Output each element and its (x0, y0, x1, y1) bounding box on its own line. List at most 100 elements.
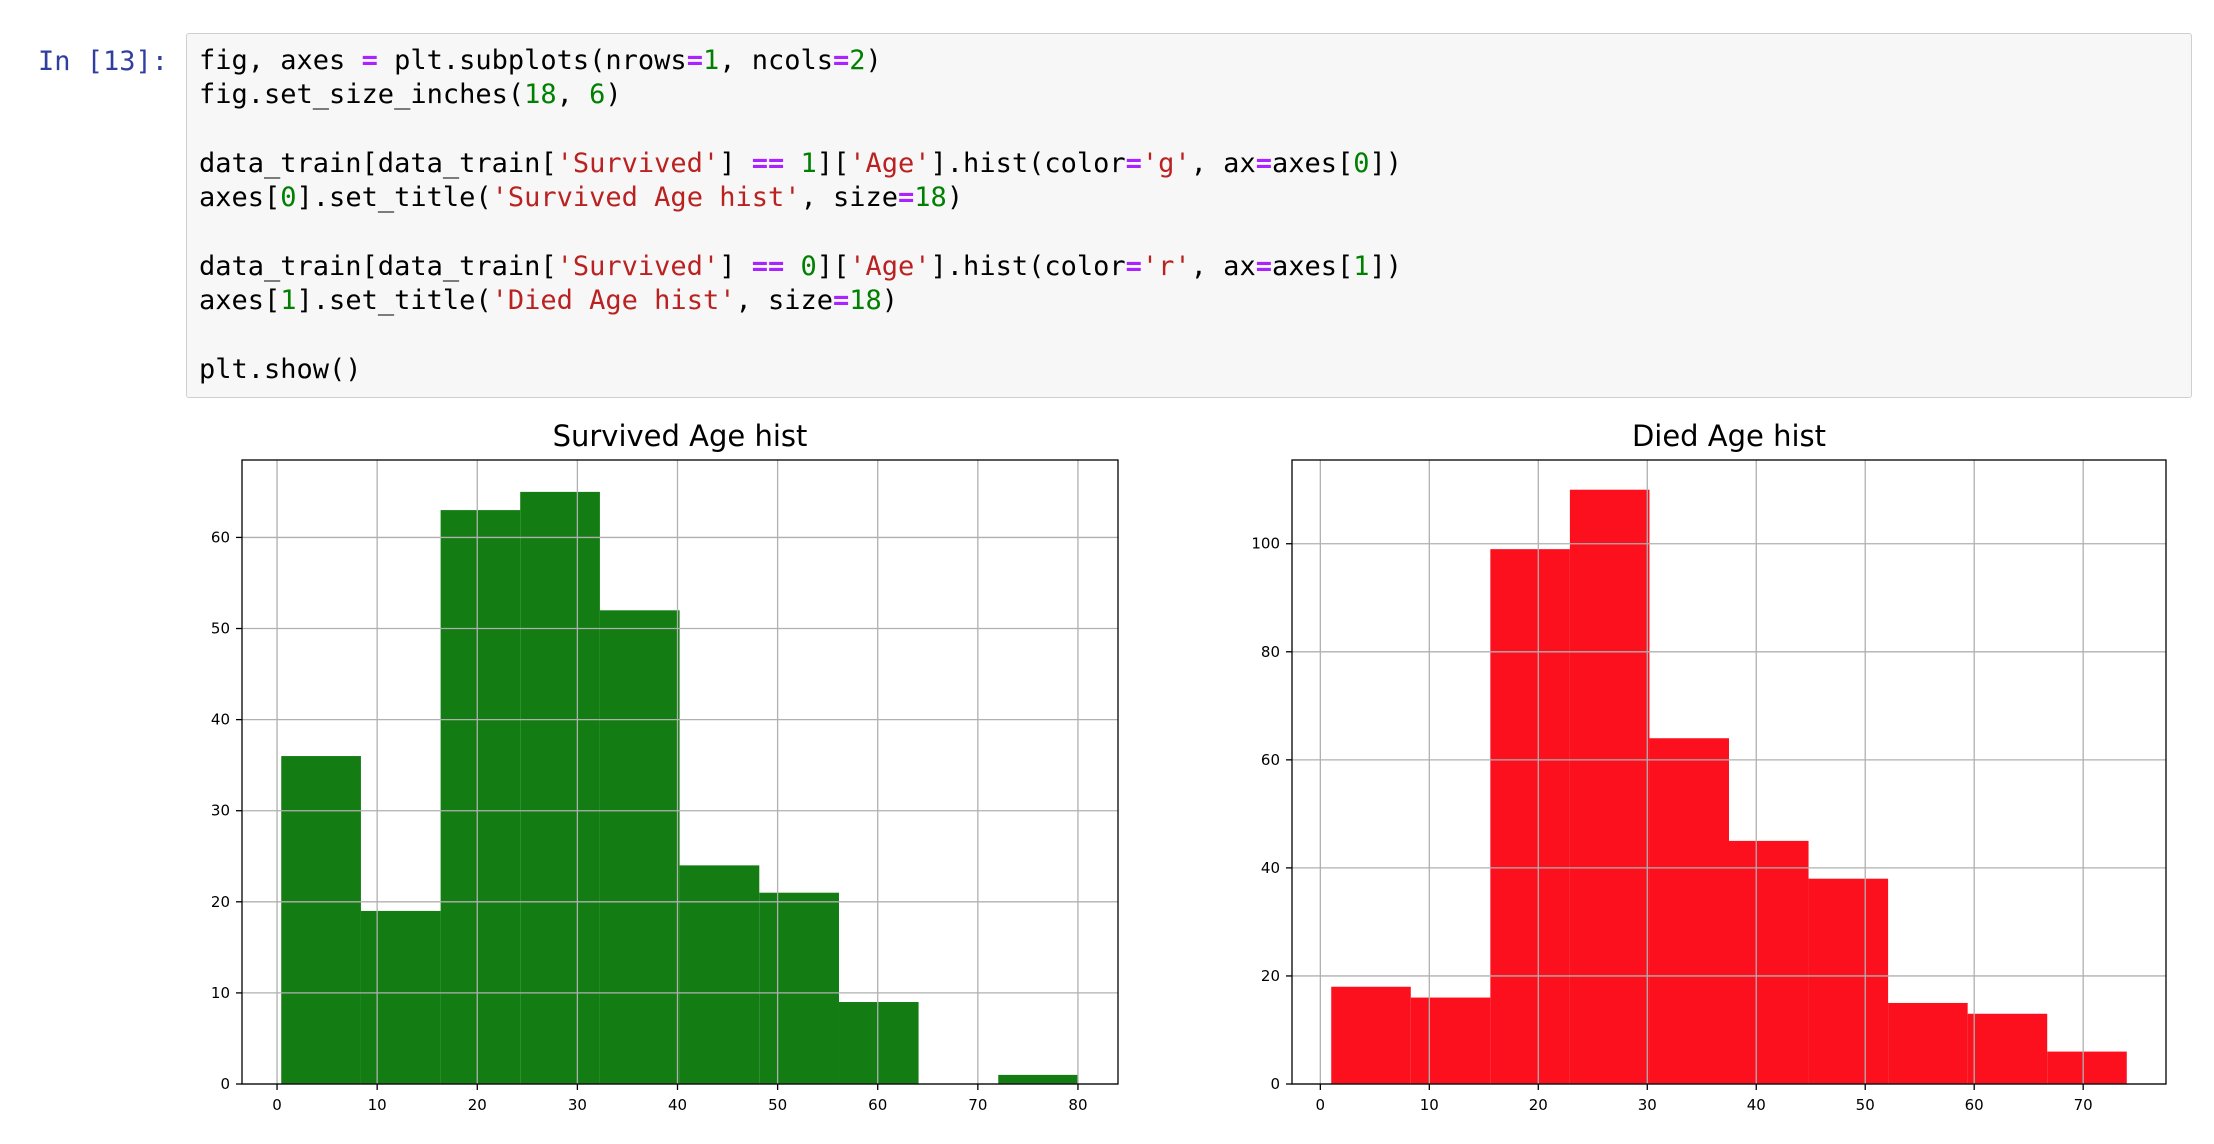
cell-output-area: 0 10 20 30 40 50 60 70 80 0 10 20 30 40 50 60 Survived A… (186, 404, 2214, 1140)
y-tick-label: 60 (211, 528, 230, 546)
code-token: 1 (280, 285, 297, 317)
x-tick-label: 20 (1529, 1096, 1548, 1114)
y-tick-label: 40 (1261, 859, 1280, 877)
histogram-bar (599, 610, 680, 1084)
chart-title: Survived Age hist (553, 419, 808, 453)
code-token: 'r' (1141, 250, 1191, 282)
code-token: data_train[data_train[ (199, 147, 557, 179)
code-line (199, 318, 1402, 352)
code-token: ].hist(color (930, 250, 1126, 282)
code-line (199, 215, 1402, 249)
code-token: == (751, 147, 785, 179)
code-token: ) (881, 285, 899, 317)
code-token: 'Died Age hist' (491, 285, 736, 317)
code-token: axes[ (199, 285, 281, 317)
code-token: 'g' (1141, 147, 1191, 179)
code-token: 0 (800, 250, 817, 282)
code-token: = (1125, 250, 1142, 282)
histogram-bar (1729, 840, 1809, 1084)
code-token: plt.subplots(nrows (377, 45, 687, 76)
code-token: 6 (589, 79, 606, 111)
code-token: ) (605, 79, 622, 111)
code-token: axes[ (1271, 147, 1354, 179)
y-tick-label: 10 (211, 984, 230, 1002)
code-token: = (1255, 147, 1272, 179)
code-token: ].hist(color (930, 147, 1126, 179)
histogram-bar (1808, 878, 1889, 1084)
y-tick-label: 20 (211, 893, 230, 911)
histogram-figure: 0 10 20 30 40 50 60 70 80 0 10 20 30 40 50 60 Survived A… (211, 419, 2167, 1114)
histogram-bar (1490, 549, 1570, 1084)
code-token: == (751, 250, 785, 282)
x-tick-label: 20 (468, 1096, 487, 1114)
histogram-bar (2047, 1051, 2127, 1084)
code-token: = (833, 285, 850, 317)
code-token: 18 (914, 182, 947, 214)
code-line (199, 113, 1402, 147)
code-cell-input[interactable]: fig, axes = plt.subplots(nrows=1, ncols=… (186, 33, 2192, 398)
x-tick-label: 0 (272, 1096, 282, 1114)
x-tick-label: 10 (368, 1096, 387, 1114)
code-token: 'Survived' (556, 147, 720, 179)
x-tick-label: 70 (968, 1096, 987, 1114)
code-token: 1 (702, 45, 720, 76)
code-editor[interactable]: fig, axes = plt.subplots(nrows=1, ncols=… (199, 44, 1402, 387)
code-line: data_train[data_train['Survived'] == 1][… (199, 147, 1402, 181)
x-tick-label: 40 (668, 1096, 687, 1114)
y-tick-label: 0 (220, 1075, 230, 1093)
x-tick-label: 70 (2074, 1096, 2093, 1114)
x-tick-label: 50 (768, 1096, 787, 1114)
code-token: = (1125, 147, 1142, 179)
y-tick-label: 100 (1251, 535, 1280, 553)
code-token: , size (800, 182, 899, 214)
code-token: fig.set_size_inches( (199, 79, 525, 111)
histogram-bar (440, 510, 521, 1084)
histogram-bar (759, 892, 839, 1084)
code-token: = (686, 45, 703, 76)
code-token: ) (865, 45, 882, 76)
code-line: plt.show() (199, 353, 1402, 387)
code-token: 1 (800, 147, 817, 179)
histogram-bar (838, 1002, 919, 1084)
histogram-bar (281, 756, 361, 1084)
axes-frame (1291, 459, 2167, 1085)
code-token: ] (719, 250, 752, 282)
code-line: axes[1].set_title('Died Age hist', size=… (199, 284, 1402, 318)
code-token: ].set_title( (296, 285, 492, 317)
histogram-bar (998, 1074, 1078, 1084)
histogram-bar (1888, 1002, 1968, 1084)
y-tick-label: 40 (211, 711, 230, 729)
code-token: ].set_title( (296, 182, 492, 214)
chart-title: Died Age hist (1632, 419, 1826, 453)
code-token: 1 (1353, 250, 1370, 282)
code-token: 'Age' (849, 147, 931, 179)
y-tick-label: 50 (211, 620, 230, 638)
x-tick-label: 0 (1316, 1096, 1326, 1114)
histogram-bar (1410, 997, 1491, 1084)
code-token: , size (735, 285, 834, 317)
axes-frame (241, 459, 1119, 1085)
y-tick-label: 30 (211, 802, 230, 820)
code-token: 'Survived' (556, 250, 720, 282)
x-tick-label: 30 (1638, 1096, 1657, 1114)
histogram-bar (360, 910, 441, 1084)
code-token: ][ (816, 147, 850, 179)
code-token: axes[ (1271, 250, 1354, 282)
code-token: = (1255, 250, 1272, 282)
y-tick-label: 60 (1261, 751, 1280, 769)
cell-input-prompt: In [13]: (38, 46, 169, 77)
code-line: fig, axes = plt.subplots(nrows=1, ncols=… (199, 44, 1402, 78)
histogram-bar (679, 865, 760, 1084)
histogram-bar (1569, 489, 1650, 1084)
code-token: , ncols (719, 45, 834, 76)
code-token: , ax (1190, 147, 1256, 179)
x-tick-label: 30 (568, 1096, 587, 1114)
x-tick-label: 10 (1420, 1096, 1439, 1114)
code-token: 'Survived Age hist' (491, 182, 801, 214)
x-tick-label: 50 (1856, 1096, 1875, 1114)
code-token (784, 148, 800, 179)
code-token: ]) (1369, 250, 1403, 282)
x-tick-label: 80 (1068, 1096, 1087, 1114)
y-tick-label: 0 (1270, 1075, 1280, 1093)
code-token: ] (719, 147, 752, 179)
